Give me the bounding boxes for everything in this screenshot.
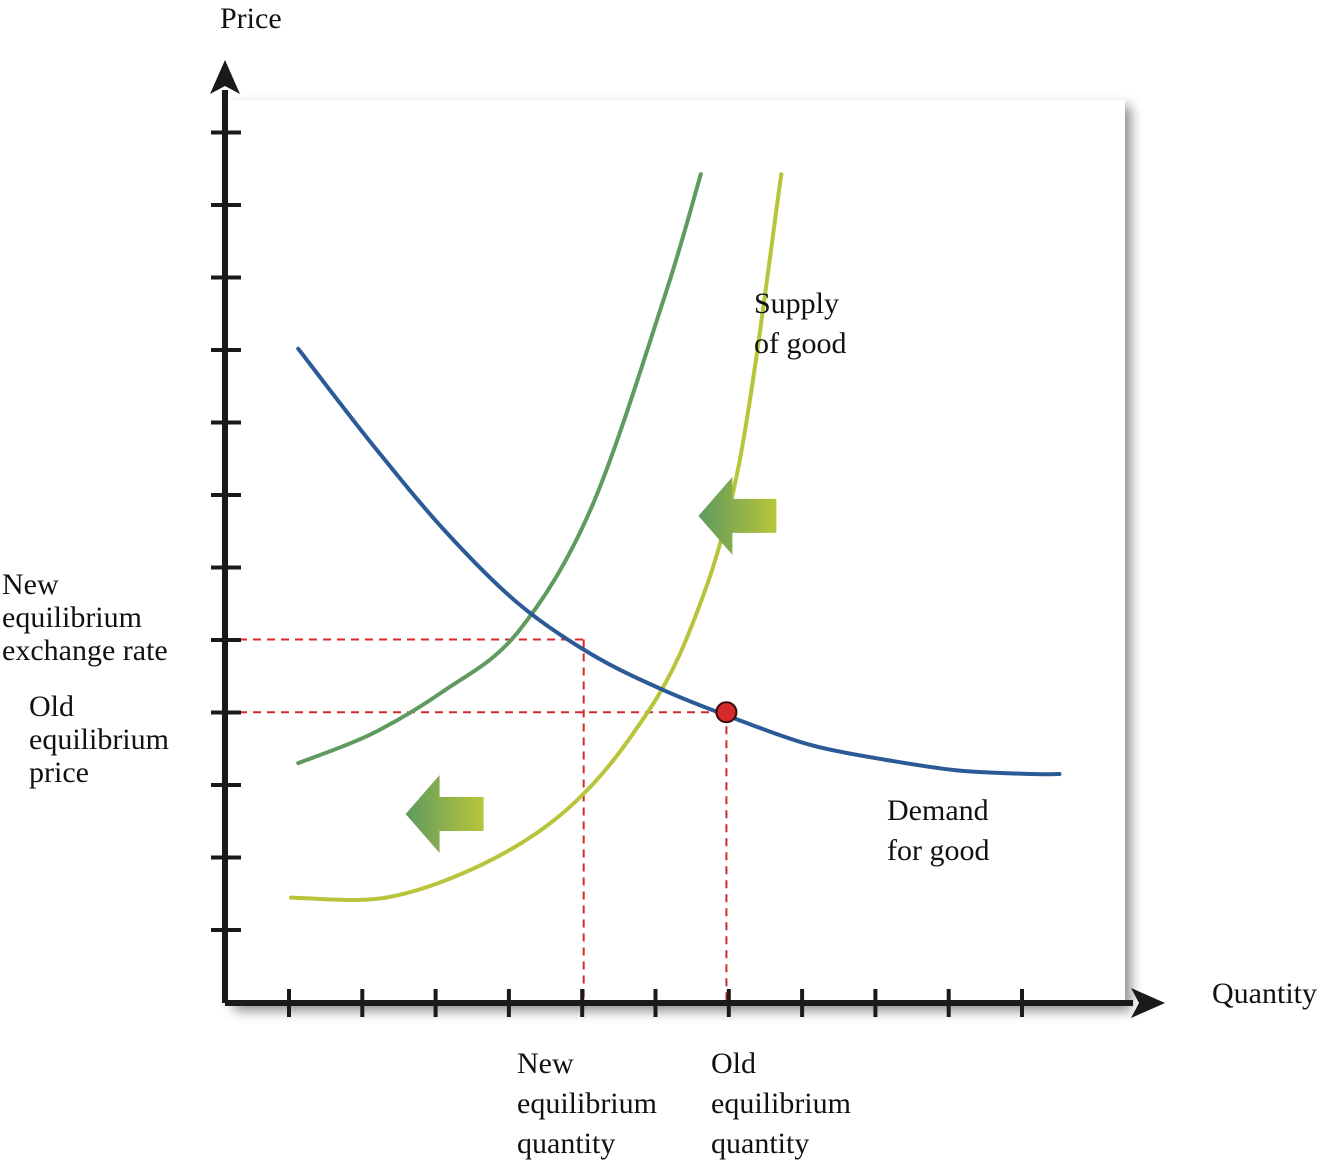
x-axis-label: Quantity: [1212, 977, 1317, 1010]
axes: [210, 60, 1165, 1018]
equilibrium-guides: [225, 638, 728, 1003]
new-price-label: New equilibrium exchange rate: [2, 568, 168, 667]
y-axis-label: Price: [220, 2, 282, 35]
supply-label: Supply of good: [754, 287, 847, 360]
curves: [288, 172, 1062, 902]
new-supply-curve: [296, 172, 703, 766]
new-quantity-label: New equilibrium quantity: [517, 1047, 664, 1160]
demand-label: Demand for good: [887, 794, 996, 867]
shift-left-arrow-2: [405, 774, 484, 853]
old-equilibrium-point: [715, 701, 738, 724]
old-supply-curve: [288, 172, 784, 902]
old-price-label: Old equilibrium price: [29, 690, 176, 789]
plot-panel: [228, 100, 1125, 1005]
y-axis-arrowhead: [210, 60, 240, 94]
demand-curve: [296, 346, 1062, 777]
shift-arrows: [405, 476, 777, 853]
x-axis-arrowhead: [1131, 988, 1165, 1018]
markers: [715, 701, 738, 724]
shift-left-arrow-1: [698, 476, 777, 555]
old-quantity-label: Old equilibrium quantity: [711, 1047, 858, 1160]
